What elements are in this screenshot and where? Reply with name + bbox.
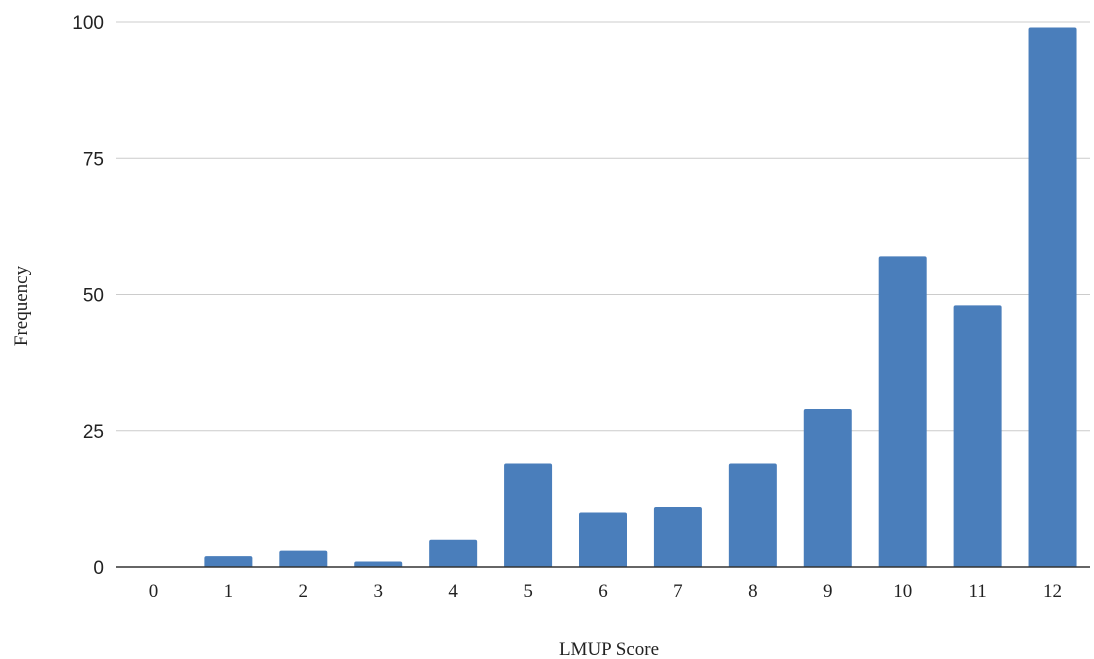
y-axis-label: Frequency bbox=[11, 265, 32, 346]
y-tick-label-50: 50 bbox=[83, 286, 104, 307]
y-axis-ticks: 0 25 50 75 100 bbox=[72, 13, 104, 579]
bar-5 bbox=[504, 463, 553, 567]
x-axis-label: LMUP Score bbox=[559, 639, 659, 659]
x-tick-label-7: 7 bbox=[673, 581, 683, 602]
x-tick-label-6: 6 bbox=[598, 581, 608, 602]
x-tick-label-9: 9 bbox=[823, 581, 833, 602]
bars bbox=[204, 27, 1077, 567]
x-tick-label-5: 5 bbox=[523, 581, 533, 602]
x-tick-label-0: 0 bbox=[149, 581, 159, 602]
x-tick-label-12: 12 bbox=[1043, 581, 1062, 602]
bar-10 bbox=[878, 256, 927, 567]
bar-4 bbox=[429, 539, 478, 567]
bar-6 bbox=[579, 512, 627, 567]
x-tick-label-1: 1 bbox=[224, 581, 234, 602]
y-tick-label-100: 100 bbox=[72, 13, 104, 34]
bar-11 bbox=[953, 305, 1002, 567]
bar-8 bbox=[728, 463, 777, 567]
y-tick-label-0: 0 bbox=[93, 558, 104, 579]
bar-7 bbox=[653, 507, 702, 567]
x-tick-label-11: 11 bbox=[968, 581, 986, 602]
x-tick-label-8: 8 bbox=[748, 581, 758, 602]
x-tick-label-10: 10 bbox=[893, 581, 912, 602]
x-tick-label-3: 3 bbox=[373, 581, 383, 602]
y-tick-label-25: 25 bbox=[83, 422, 104, 443]
bar-12 bbox=[1028, 27, 1077, 567]
x-tick-label-2: 2 bbox=[299, 581, 309, 602]
bar-3 bbox=[354, 561, 403, 567]
y-tick-label-75: 75 bbox=[83, 149, 104, 170]
x-tick-label-4: 4 bbox=[448, 581, 458, 602]
bar-2 bbox=[279, 550, 328, 567]
bar-1 bbox=[204, 556, 253, 567]
gridlines bbox=[116, 21, 1090, 432]
x-axis-ticks: 0 1 2 3 4 5 6 7 8 9 10 11 12 bbox=[149, 581, 1062, 602]
bar-9 bbox=[803, 408, 852, 567]
